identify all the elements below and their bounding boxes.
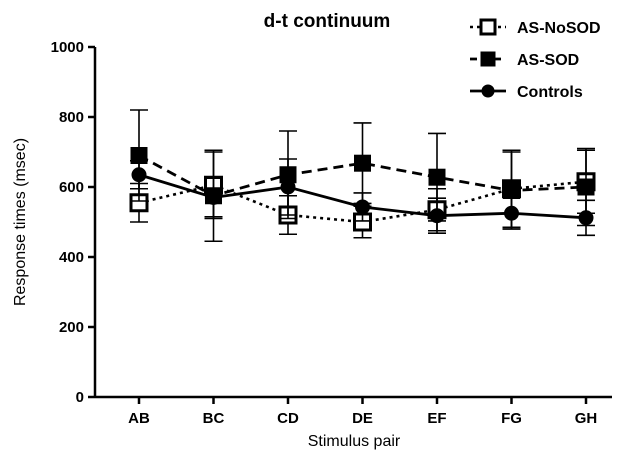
- x-tick-label: DE: [352, 410, 373, 427]
- x-axis-label: Stimulus pair: [308, 433, 401, 450]
- y-tick-label: 600: [59, 179, 84, 196]
- legend-item-controls: Controls: [470, 84, 583, 101]
- legend: AS-NoSOD AS-SOD Controls: [470, 18, 601, 101]
- x-tick-label: BC: [203, 410, 225, 427]
- x-tick-label: CD: [277, 410, 299, 427]
- axes: [93, 47, 612, 399]
- x-tick-label: AB: [128, 410, 150, 427]
- legend-label: Controls: [517, 84, 583, 101]
- legend-item-as-sod: AS-SOD: [470, 51, 579, 69]
- y-tick-label: 800: [59, 109, 84, 126]
- data-point-filled-circle: [578, 210, 594, 226]
- y-axis-label: Response times (msec): [12, 138, 29, 306]
- y-ticks: 0 200 400 600 800 1000: [51, 39, 95, 406]
- y-tick-label: 200: [59, 319, 84, 336]
- y-tick-label: 1000: [51, 39, 84, 56]
- data-point-filled-square: [354, 154, 371, 172]
- data-point-open-square: [479, 18, 497, 36]
- data-point-filled-circle: [206, 190, 221, 205]
- data-point-filled-circle: [429, 208, 445, 224]
- data-point-filled-circle: [355, 199, 370, 215]
- series-controls: [130, 158, 595, 237]
- legend-item-as-nosod: AS-NoSOD: [470, 18, 601, 37]
- data-point-filled-circle: [481, 84, 495, 98]
- x-tick-label: GH: [575, 410, 598, 427]
- x-ticks: AB BC CD DE EF FG GH: [128, 397, 597, 427]
- data-point-filled-circle: [280, 179, 296, 195]
- x-tick-label: EF: [427, 410, 446, 427]
- legend-label: AS-NoSOD: [517, 20, 601, 37]
- data-point-filled-circle: [131, 167, 147, 183]
- data-point-filled-square: [503, 182, 520, 199]
- legend-label: AS-SOD: [517, 52, 579, 69]
- x-tick-label: FG: [501, 410, 522, 427]
- data-point-filled-circle: [504, 205, 519, 221]
- data-point-filled-square: [480, 51, 496, 67]
- y-tick-label: 0: [76, 389, 84, 406]
- data-point-filled-square: [577, 178, 595, 196]
- data-point-filled-square: [428, 168, 446, 186]
- y-tick-label: 400: [59, 249, 84, 266]
- series-layer: [129, 109, 596, 243]
- chart-title: d-t continuum: [264, 11, 391, 32]
